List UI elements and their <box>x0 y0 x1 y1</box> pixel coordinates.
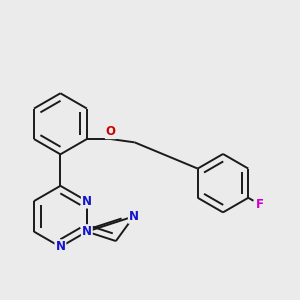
Text: N: N <box>129 210 139 223</box>
Text: N: N <box>56 240 65 254</box>
Text: F: F <box>256 198 264 211</box>
Text: N: N <box>82 195 92 208</box>
Text: O: O <box>106 125 116 138</box>
Text: N: N <box>82 225 92 238</box>
